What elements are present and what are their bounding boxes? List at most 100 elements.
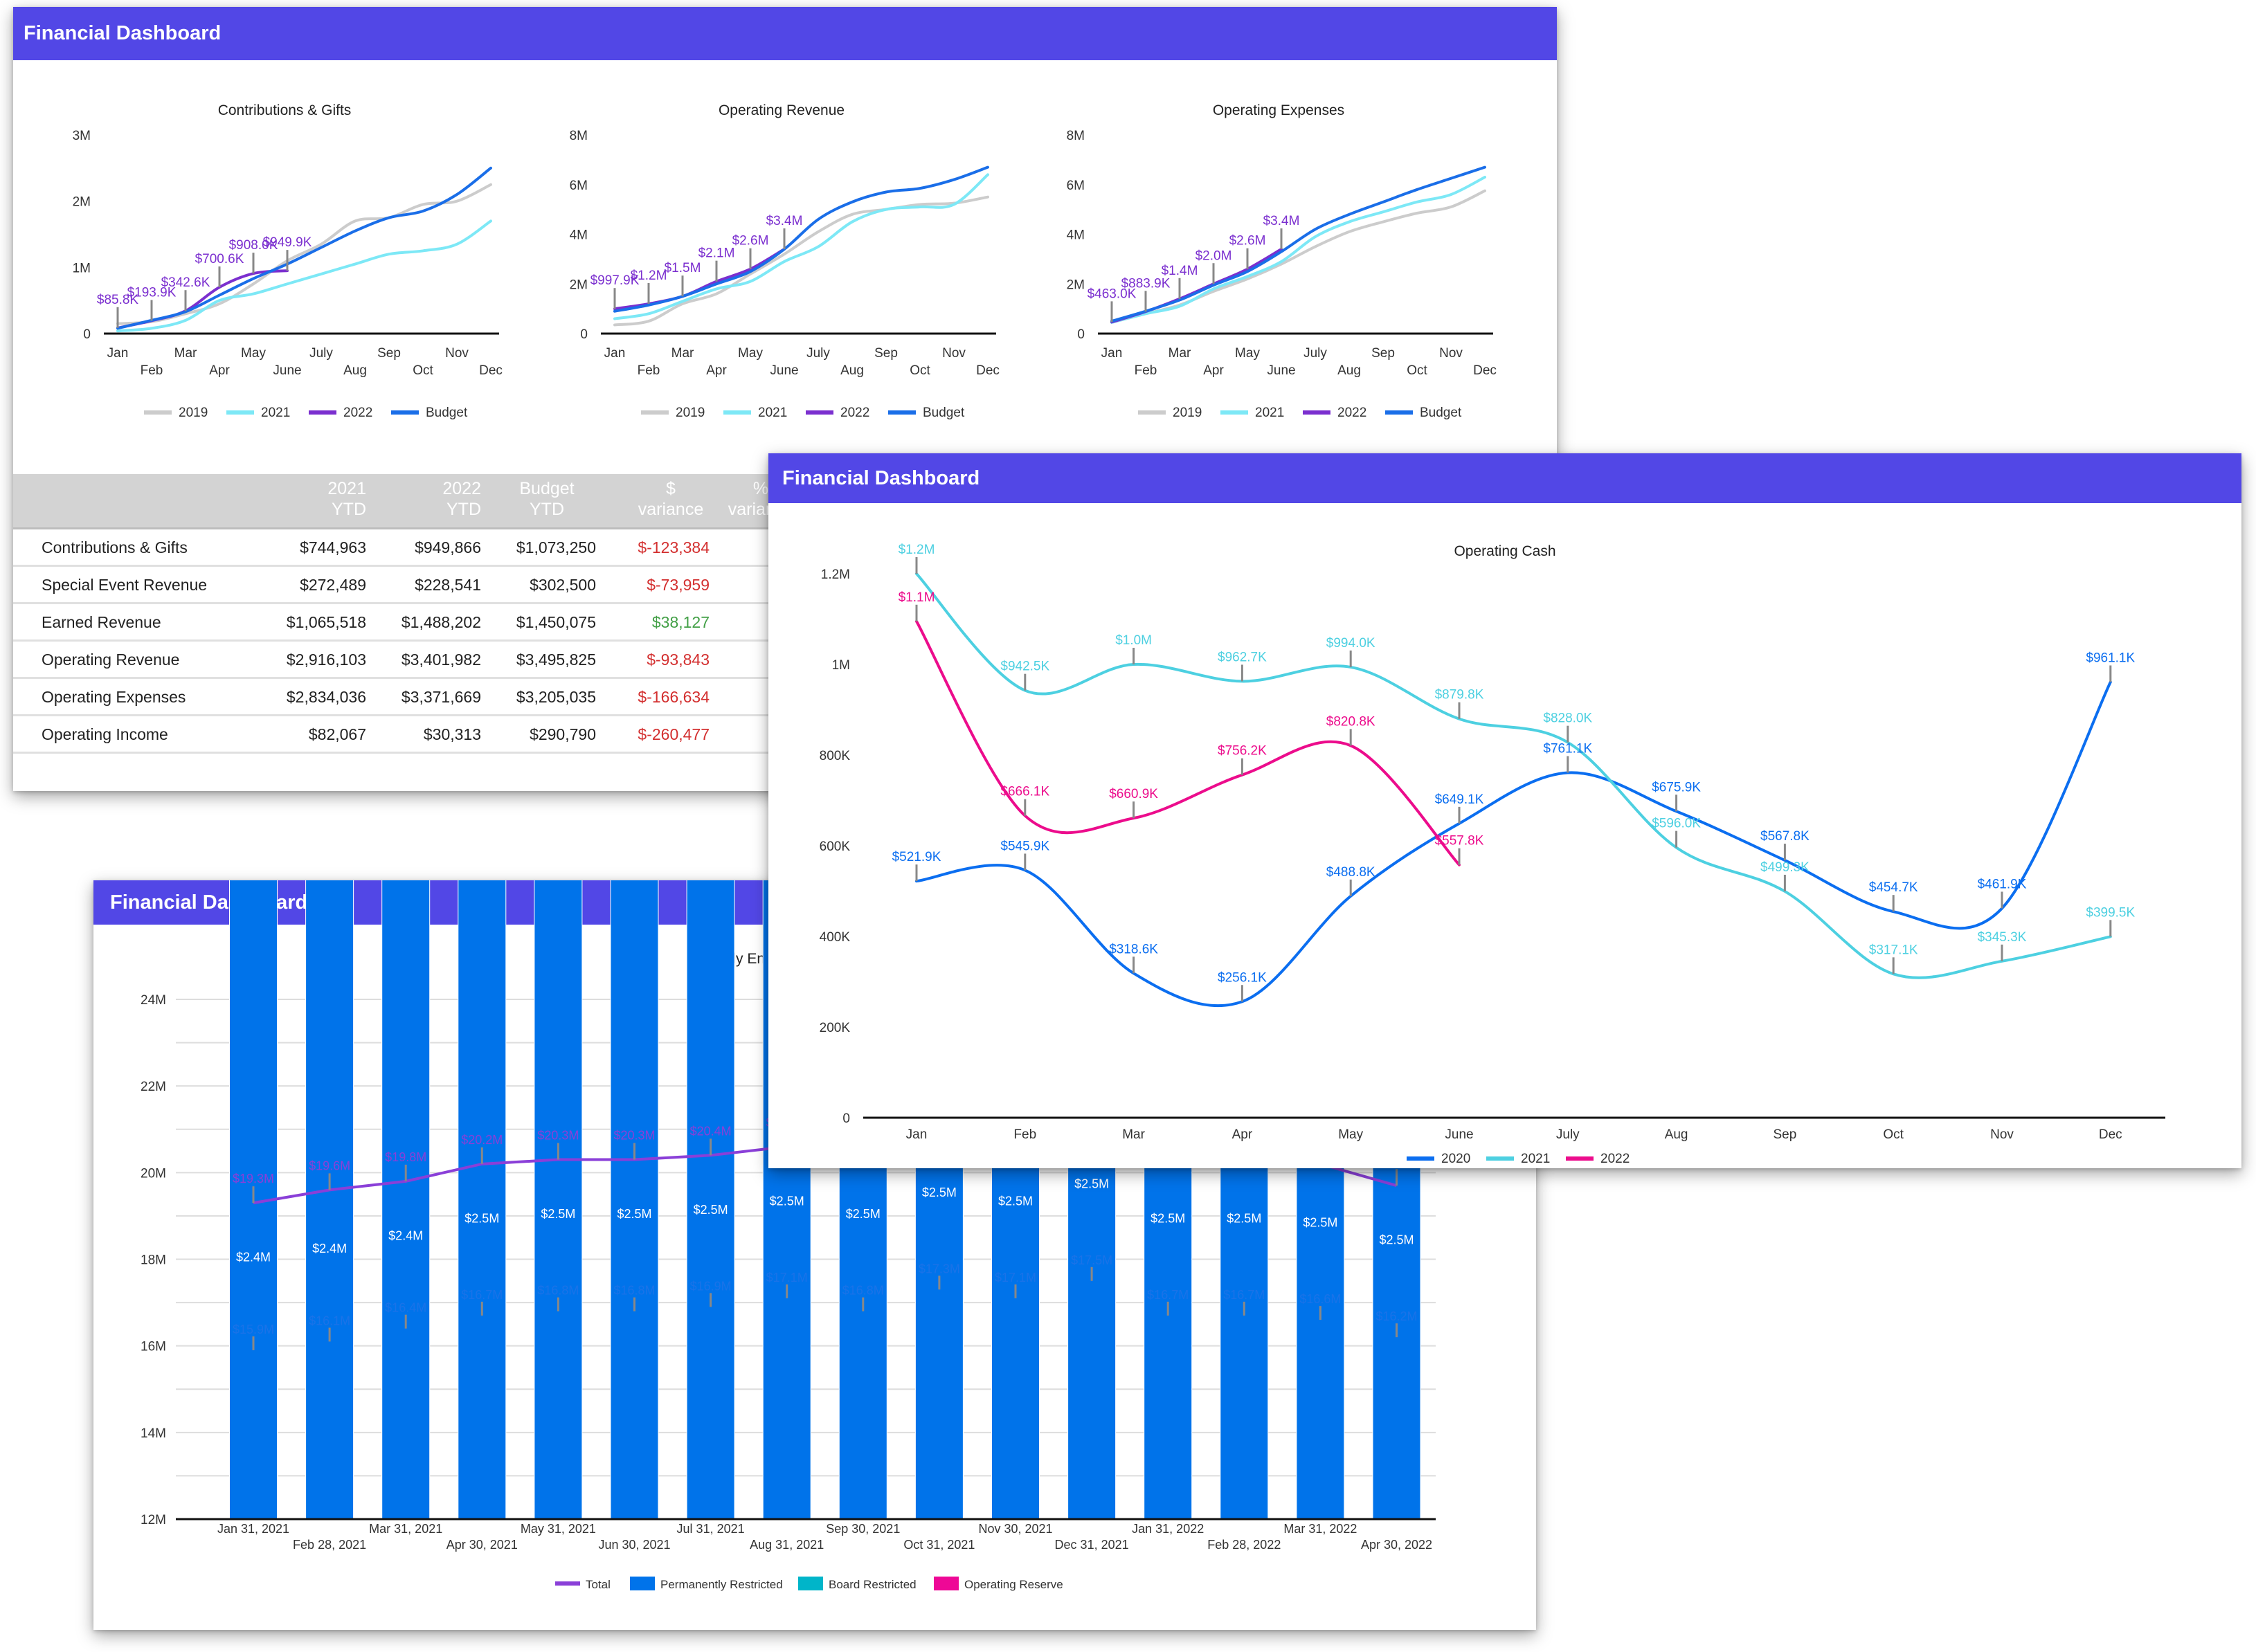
operating-cash-line-chart: Operating Cash 0 200K 400K 600K 800K 1M 1.2M Jan… (820, 543, 2165, 1166)
data-label: $2.5M (694, 1203, 728, 1217)
col-header-dollar-variance[interactable]: $ variance (638, 479, 704, 519)
x-axis-tick-label: June (1445, 1127, 1473, 1142)
legend-item-budget[interactable]: Budget (888, 406, 965, 420)
legend-item-2022[interactable]: 2022 (1303, 406, 1366, 420)
dashboard-header: Financial Dashboard (13, 7, 1557, 60)
data-label: $2.5M (464, 1211, 499, 1225)
legend-item-2021[interactable]: 2021 (1220, 406, 1284, 420)
x-axis-tick-label: Mar (1168, 346, 1191, 361)
legend-item-2020[interactable]: 2020 (1407, 1152, 1470, 1166)
data-label: $761.1K (1543, 741, 1592, 756)
data-label: $16.9M (690, 1279, 732, 1293)
data-label: $961.1K (2086, 651, 2135, 665)
data-label: $675.9K (1652, 780, 1701, 795)
bar-segment-permanently-restricted[interactable] (458, 880, 507, 1520)
y-axis-tick-label: 8M (1067, 129, 1085, 143)
y-axis-tick-label: 400K (820, 930, 851, 945)
data-label: $454.7K (1869, 880, 1918, 895)
x-axis-tick-label: Feb (1135, 363, 1157, 378)
x-axis-tick-label: Nov (1439, 346, 1463, 361)
col-header-2022-ytd[interactable]: 2022 YTD (442, 479, 481, 519)
bar-segment-permanently-restricted[interactable] (381, 880, 431, 1520)
series-line-budget[interactable] (1110, 165, 1486, 323)
ytd-line-charts: Contributions & Gifts 0 1M 2M 3M Jan Feb Mar Apr… (73, 102, 1497, 420)
series-line-2022[interactable] (915, 619, 1461, 866)
x-axis-tick-label: Mar (174, 346, 197, 361)
data-label: $499.3K (1760, 860, 1810, 875)
legend-item-2022[interactable]: 2022 (806, 406, 869, 420)
x-axis-tick-label: Aug (1665, 1127, 1688, 1142)
data-label: $2.0M (1195, 248, 1232, 263)
series-line-2021[interactable] (613, 173, 989, 320)
col-header-2021-ytd[interactable]: 2021 YTD (327, 479, 366, 519)
x-axis-tick-label: Apr (1232, 1127, 1253, 1142)
legend-item-budget[interactable]: Budget (391, 406, 468, 420)
data-label: $1.2M (899, 543, 935, 557)
y-axis-tick-label: 6M (570, 179, 588, 193)
x-axis-tick-label: Oct (1883, 1127, 1904, 1142)
series-line-2020[interactable] (915, 680, 2112, 1008)
chart-title: Operating Cash (1454, 543, 1555, 559)
bar-segment-permanently-restricted[interactable] (305, 880, 354, 1520)
x-axis-tick-label: May 31, 2021 (521, 1522, 596, 1536)
x-axis-tick-label: Oct (1407, 363, 1427, 378)
legend-item-2021[interactable]: 2021 (1486, 1152, 1550, 1166)
legend-label: Total (586, 1578, 611, 1591)
cell-variance: $38,127 (651, 613, 710, 631)
legend-item-2022[interactable]: 2022 (309, 406, 372, 420)
data-label: $19.3M (233, 1172, 274, 1186)
series-line-budget[interactable] (613, 165, 989, 313)
legend-item-2019[interactable]: 2019 (641, 406, 705, 420)
y-axis-tick-label: 4M (570, 228, 588, 243)
data-label: $2.5M (1379, 1233, 1414, 1247)
legend-item-total[interactable]: Total (555, 1578, 611, 1591)
cell-variance: $-93,843 (647, 651, 710, 669)
bar-segment-permanently-restricted[interactable] (534, 880, 583, 1520)
y-axis-tick-label: 0 (1077, 327, 1085, 342)
bar-segment-permanently-restricted[interactable] (686, 880, 735, 1520)
data-label: $20.3M (613, 1129, 655, 1143)
series-line-2021[interactable] (915, 572, 2112, 979)
x-axis-tick-label: Sep (377, 346, 401, 361)
data-label: $2.5M (1227, 1211, 1261, 1225)
legend-label: 2019 (1173, 406, 1202, 420)
x-axis-tick-label: Apr (209, 363, 230, 378)
data-label: $3.4M (766, 214, 803, 228)
legend-item-2019[interactable]: 2019 (1138, 406, 1202, 420)
series-line-2019[interactable] (613, 195, 989, 327)
legend-item-budget[interactable]: Budget (1385, 406, 1462, 420)
legend-item-operating-reserve[interactable]: Operating Reserve (934, 1577, 1063, 1591)
x-axis-tick-label: Jan 31, 2021 (217, 1522, 289, 1536)
bar-segment-permanently-restricted[interactable] (610, 880, 659, 1520)
data-label: $949.9K (263, 235, 312, 250)
data-label: $16.8M (613, 1284, 655, 1298)
y-axis-tick-label: 2M (73, 195, 91, 210)
legend-item-2021[interactable]: 2021 (723, 406, 787, 420)
row-label: Contributions & Gifts (42, 538, 188, 556)
legend-item-permanently-restricted[interactable]: Permanently Restricted (630, 1577, 783, 1591)
x-axis-tick-label: Mar (671, 346, 694, 361)
series-line-2021[interactable] (116, 219, 492, 333)
y-axis-tick-label: 2M (1067, 278, 1085, 292)
data-label: $17.3M (919, 1262, 960, 1276)
legend-item-2022[interactable]: 2022 (1566, 1152, 1630, 1166)
data-label: $2.1M (698, 246, 735, 261)
series-line-2019[interactable] (116, 183, 492, 325)
data-label: $1.0M (1115, 633, 1152, 648)
data-label: $1.2M (631, 269, 667, 283)
data-label: $342.6K (161, 275, 210, 290)
data-label: $2.4M (388, 1228, 423, 1242)
series-line-budget[interactable] (116, 166, 492, 330)
legend-label: Permanently Restricted (660, 1578, 783, 1591)
x-axis-tick-label: Jun 30, 2021 (598, 1538, 670, 1552)
data-label: $19.6M (309, 1159, 350, 1172)
legend-item-board-restricted[interactable]: Board Restricted (798, 1577, 917, 1591)
x-axis-tick-label: Sep 30, 2021 (826, 1522, 900, 1536)
row-label: Special Event Revenue (42, 576, 208, 594)
series-line-2021[interactable] (1110, 175, 1486, 324)
legend-item-2019[interactable]: 2019 (144, 406, 208, 420)
x-axis-tick-label: Mar 31, 2021 (369, 1522, 442, 1536)
col-header-budget-ytd[interactable]: Budget YTD (519, 479, 575, 519)
legend-item-2021[interactable]: 2021 (226, 406, 290, 420)
x-axis-tick-label: Feb (638, 363, 660, 378)
